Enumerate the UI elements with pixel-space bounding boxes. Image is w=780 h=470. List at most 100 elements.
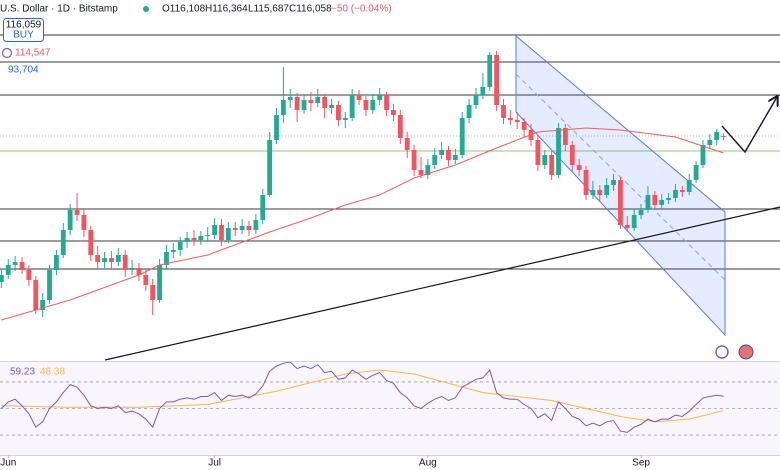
trend-line: [104, 206, 780, 361]
candle-body: [26, 270, 32, 280]
candle-body: [225, 228, 231, 240]
candle-body: [88, 230, 94, 255]
candle-body: [157, 265, 162, 300]
candle-body: [287, 97, 293, 100]
candle-body: [418, 170, 424, 175]
candle-body: [501, 105, 506, 118]
candle-body: [618, 180, 623, 225]
symbol-title: U.S. Dollar · 1D · Bitstamp: [0, 4, 118, 15]
candle-body: [562, 128, 568, 145]
flag-icon[interactable]: [738, 344, 754, 360]
rsi-value-label: 59.23: [10, 367, 35, 378]
candle-body: [452, 155, 458, 160]
candle-body: [253, 220, 259, 230]
candle-body: [191, 238, 197, 240]
candle-body: [67, 210, 73, 230]
candle-body: [411, 150, 417, 170]
candle-body: [404, 138, 410, 150]
candle-body: [569, 145, 575, 165]
candle-body: [377, 95, 383, 100]
rsi-line: [1, 362, 724, 433]
buy-price[interactable]: 116,059: [6, 20, 42, 31]
candle-body: [122, 255, 128, 270]
candle-body: [267, 140, 273, 195]
candle-body: [109, 258, 114, 262]
ma-label: 114,547: [15, 48, 51, 59]
candle-body: [459, 118, 465, 155]
candle-body: [336, 105, 341, 120]
candle-body: [631, 215, 637, 228]
candle-body: [611, 180, 616, 185]
projection-arrow: [721, 97, 777, 154]
candle-body: [102, 258, 107, 262]
candle-body: [576, 165, 582, 170]
candle-body: [604, 185, 610, 195]
candle-body: [507, 118, 513, 120]
candle-body: [129, 268, 135, 270]
candle-body: [700, 145, 706, 165]
candle-body: [150, 285, 156, 300]
candle-body: [721, 135, 727, 137]
ohlc-high: H116,364: [205, 4, 248, 15]
moving-average: [1, 127, 724, 321]
candle-body: [542, 155, 548, 165]
candle-body: [33, 280, 39, 310]
candle-body: [349, 95, 355, 118]
candle-body: [329, 105, 334, 108]
candle-body: [597, 190, 603, 195]
candle-body: [673, 190, 678, 198]
candle-body: [115, 255, 121, 262]
candle-body: [363, 100, 369, 110]
candle-body: [466, 105, 472, 118]
candle-body: [53, 255, 59, 270]
candle-body: [425, 165, 431, 175]
candle-body: [143, 275, 149, 285]
header: U.S. Dollar · 1D · Bitstamp O116,108 H11…: [0, 4, 754, 360]
candle-body: [645, 195, 651, 210]
candle-body: [198, 236, 204, 240]
candle-body: [260, 195, 266, 220]
candle-body: [5, 265, 11, 275]
candle-body: [624, 225, 630, 228]
candle-body: [446, 150, 451, 160]
candle-body: [164, 252, 169, 265]
candle-body: [40, 300, 46, 310]
candle-body: [432, 155, 438, 165]
ohlc-change: −50 (−0.04%): [331, 4, 392, 15]
rsi-ma-line: [1, 369, 724, 423]
candle-body: [384, 95, 389, 110]
candle-body: [666, 198, 671, 200]
candle-body: [0, 275, 4, 282]
candle-body: [549, 155, 555, 175]
candle-body: [322, 97, 328, 108]
candle-body: [480, 87, 486, 95]
candle-body: [714, 132, 720, 140]
candle-body: [47, 270, 52, 300]
market-status: [143, 6, 149, 12]
candle-body: [693, 165, 699, 180]
candle-body: [301, 100, 307, 110]
candle-body: [439, 150, 444, 155]
candle-body: [212, 225, 218, 235]
candle-body: [12, 262, 18, 265]
candle-body: [342, 118, 348, 120]
candle-body: [246, 226, 252, 230]
candle-body: [583, 170, 589, 195]
candle-body: [74, 210, 80, 215]
candle-body: [679, 190, 685, 192]
candle-body: [356, 95, 362, 100]
rsi-pane: [0, 362, 780, 436]
buy-label[interactable]: BUY: [13, 30, 34, 41]
candle-body: [239, 226, 245, 230]
candle-body: [177, 242, 183, 250]
candle-body: [308, 100, 314, 103]
candle-body: [205, 235, 211, 236]
candle-body: [370, 100, 376, 110]
candle-body: [473, 95, 479, 105]
buy-button[interactable]: [3, 18, 44, 42]
candle-body: [280, 100, 286, 115]
replay-icon[interactable]: [715, 345, 729, 359]
